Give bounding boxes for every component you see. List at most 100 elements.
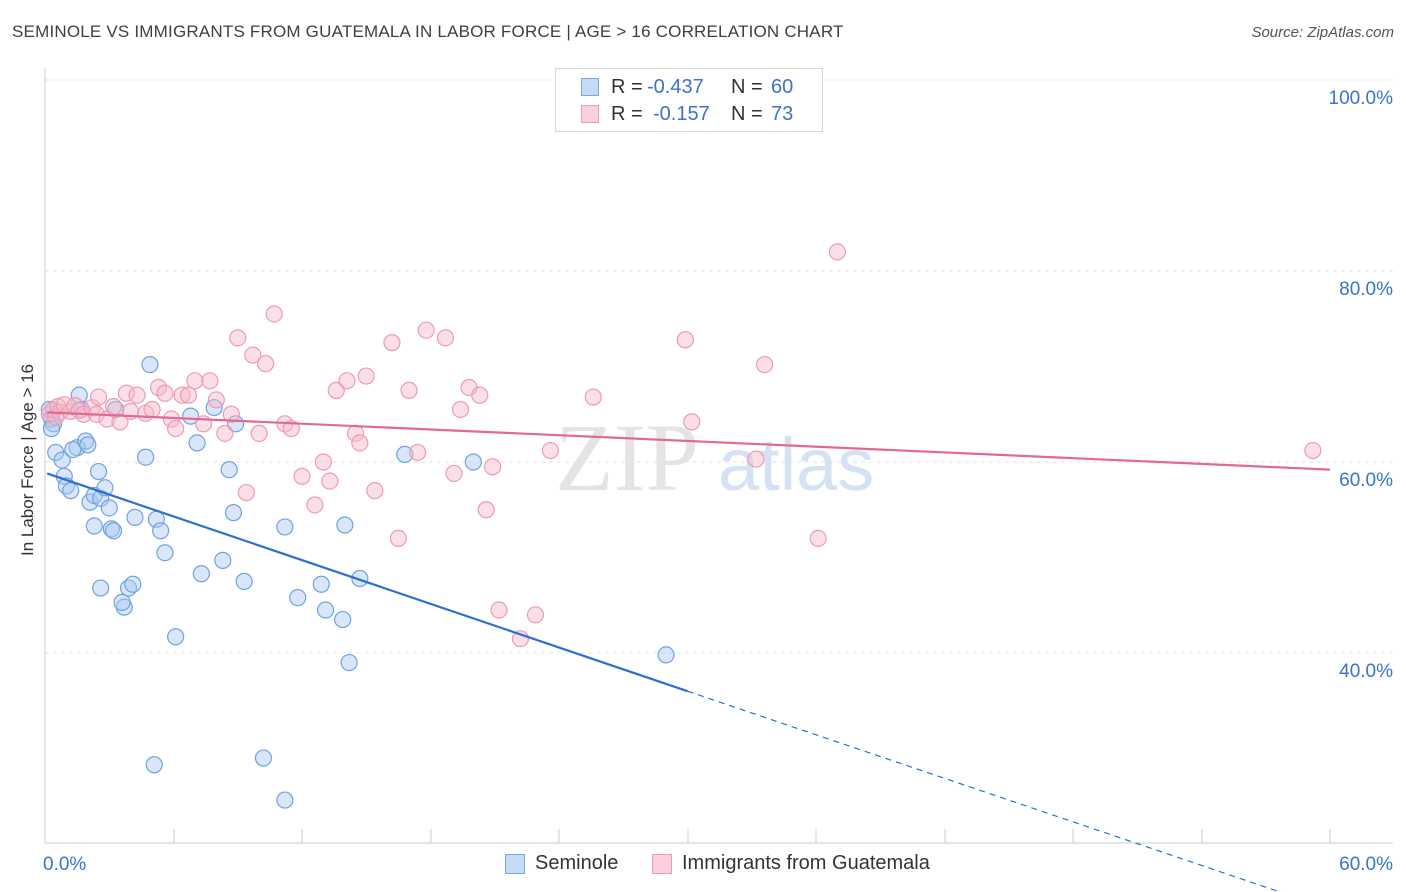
- data-points: [40, 243, 1322, 809]
- n-value: 60: [771, 75, 794, 98]
- guatemala-point: [451, 400, 470, 419]
- seminole-point: [334, 610, 352, 629]
- guatemala-point: [417, 321, 435, 339]
- seminole-point: [235, 572, 253, 590]
- guatemala-point: [389, 529, 407, 548]
- guatemala-point: [216, 424, 234, 442]
- trend-lines: [46, 411, 1331, 892]
- grid-lines: [45, 79, 1393, 654]
- source-credit: Source: ZipAtlas.com: [1251, 24, 1394, 41]
- guatemala-point: [179, 386, 198, 404]
- guatemala-point: [755, 355, 774, 374]
- guatemala-point: [477, 501, 495, 519]
- seminole-point: [254, 749, 273, 767]
- guatemala-point: [436, 329, 455, 347]
- seminole-point: [156, 544, 174, 562]
- seminole-legend-swatch: [505, 853, 525, 874]
- axes: [44, 68, 1393, 844]
- guatemala-point: [244, 346, 262, 364]
- guatemala-point: [357, 367, 375, 385]
- guatemala-point: [321, 472, 339, 490]
- x-tick-label: 0.0%: [43, 854, 86, 875]
- chart-title: SEMINOLE VS IMMIGRANTS FROM GUATEMALA IN…: [12, 22, 844, 41]
- guatemala-point: [366, 482, 384, 500]
- seminole-point: [79, 436, 97, 454]
- guatemala-point: [201, 372, 219, 390]
- guatemala-point: [117, 384, 135, 402]
- seminole-point: [289, 589, 307, 607]
- seminole-point: [188, 434, 206, 452]
- guatemala-point: [149, 378, 168, 397]
- seminole-point: [224, 504, 243, 522]
- guatemala-point: [173, 386, 191, 404]
- guatemala-swatch: [581, 105, 599, 123]
- guatemala-point: [584, 388, 602, 406]
- seminole-point: [657, 646, 675, 664]
- seminole-point: [312, 575, 330, 593]
- guatemala-point: [484, 458, 502, 476]
- y-tick-label: 100.0%: [1329, 88, 1394, 109]
- seminole-swatch: [581, 78, 599, 96]
- guatemala-point: [1304, 441, 1322, 460]
- seminole-point: [316, 601, 335, 619]
- guatemala-point: [167, 419, 185, 438]
- guatemala-point: [490, 601, 508, 619]
- legend-item-seminole[interactable]: Seminole: [505, 852, 618, 875]
- seminole-point: [464, 453, 482, 471]
- x-tick-label: 60.0%: [1339, 854, 1393, 875]
- n-label: N =: [731, 102, 763, 125]
- guatemala-point: [207, 391, 225, 409]
- seminole-point: [141, 355, 159, 374]
- guatemala-point: [400, 381, 418, 399]
- guatemala-point: [293, 467, 311, 485]
- seminole-point: [89, 462, 108, 481]
- seminole-point: [113, 593, 131, 611]
- y-tick-label: 60.0%: [1339, 470, 1393, 491]
- watermark-zip: ZIP: [555, 404, 699, 511]
- legend-item-guatemala[interactable]: Immigrants from Guatemala: [652, 852, 930, 875]
- guatemala-point: [104, 398, 123, 416]
- seminole-point: [92, 579, 110, 597]
- seminole-point: [126, 508, 144, 526]
- guatemala-point: [409, 443, 427, 462]
- seminole-point: [137, 448, 155, 466]
- seminole-point: [396, 445, 414, 463]
- seminole-point: [145, 756, 163, 774]
- guatemala-point: [143, 400, 161, 419]
- r-value: -0.437: [647, 75, 704, 98]
- guatemala-point: [111, 413, 129, 431]
- guatemala-legend-swatch: [652, 853, 672, 874]
- seminole-trend-line: [46, 472, 688, 693]
- watermark-atlas: atlas: [718, 423, 874, 506]
- guatemala-point: [282, 419, 300, 438]
- seminole-point: [62, 482, 80, 500]
- guatemala-point: [265, 305, 283, 323]
- seminole-point: [351, 569, 369, 588]
- guatemala-point: [229, 329, 247, 347]
- seminole-point: [124, 575, 142, 593]
- series-legend: Seminole Immigrants from Guatemala: [0, 852, 1406, 876]
- guatemala-point: [676, 331, 694, 349]
- guatemala-point: [256, 355, 275, 373]
- guatemala-point: [327, 381, 345, 399]
- y-tick-label: 80.0%: [1339, 279, 1393, 300]
- guatemala-point: [314, 453, 333, 471]
- seminole-point: [100, 499, 118, 517]
- seminole-point: [104, 522, 123, 540]
- guatemala-point: [89, 388, 108, 406]
- guatemala-point: [683, 413, 701, 431]
- seminole-point: [192, 565, 210, 583]
- stats-legend: R = -0.437 N = 60 R = -0.157 N = 73: [555, 68, 823, 132]
- guatemala-point: [306, 496, 324, 514]
- seminole-point: [336, 516, 354, 534]
- r-value: -0.157: [653, 102, 710, 125]
- watermark: ZIP atlas: [555, 404, 874, 511]
- guatemala-point: [809, 529, 827, 548]
- seminole-point: [182, 407, 200, 425]
- stats-row-guatemala: R = -0.157 N = 73: [581, 101, 793, 127]
- guatemala-point: [250, 424, 268, 442]
- guatemala-point: [445, 464, 463, 483]
- guatemala-point: [222, 405, 240, 423]
- guatemala-point: [747, 450, 765, 468]
